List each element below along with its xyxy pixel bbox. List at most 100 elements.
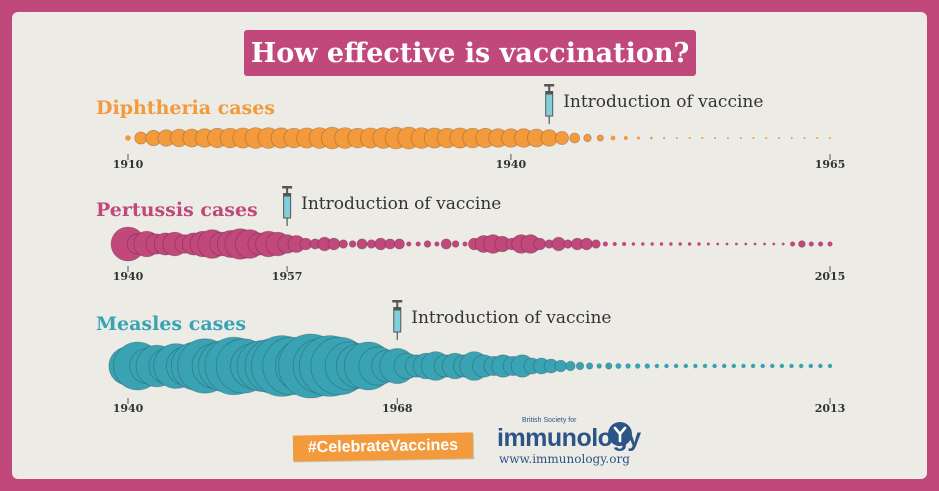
pertussis-point-2002 xyxy=(706,242,710,246)
diphtheria-point-1958 xyxy=(739,137,742,139)
measles-tick-label-1940: 1940 xyxy=(113,402,144,415)
pertussis-point-1999 xyxy=(678,242,682,246)
measles-point-1989 xyxy=(596,363,602,369)
pertussis-point-1993 xyxy=(622,242,627,246)
diphtheria-point-1955 xyxy=(701,137,704,139)
diphtheria-point-1952 xyxy=(663,136,666,140)
pertussis-point-1969 xyxy=(393,238,405,250)
measles-syringe-icon-plunger-top xyxy=(392,300,403,303)
diphtheria-point-1956 xyxy=(714,137,717,139)
diphtheria-syringe-icon-plunger-top xyxy=(544,84,555,87)
pertussis-point-2001 xyxy=(697,242,701,246)
measles-point-2004 xyxy=(741,363,746,369)
pertussis-point-1990 xyxy=(591,239,601,249)
pertussis-point-2004 xyxy=(725,242,729,246)
pertussis-point-2009 xyxy=(772,242,776,246)
pertussis-point-1971 xyxy=(415,241,421,247)
measles-point-1986 xyxy=(565,360,576,372)
pertussis-point-2012 xyxy=(798,240,806,248)
measles-chart: Measles cases Introduction of vaccine 1940… xyxy=(96,300,845,415)
pertussis-point-2000 xyxy=(687,242,692,246)
diphtheria-point-1911 xyxy=(134,131,148,145)
diphtheria-point-1949 xyxy=(623,136,628,140)
measles-point-2001 xyxy=(712,363,717,369)
diphtheria-point-1960 xyxy=(765,137,768,139)
diphtheria-syringe-icon-plunger-rod xyxy=(548,86,551,91)
pertussis-point-1976 xyxy=(462,241,468,247)
pertussis-point-1989 xyxy=(580,237,593,251)
measles-syringe-icon-barrel xyxy=(393,309,402,333)
pertussis-tick-label-2015: 2015 xyxy=(815,270,846,283)
measles-annotation: Introduction of vaccine xyxy=(411,308,611,328)
measles-point-2010 xyxy=(799,363,804,369)
pertussis-point-1997 xyxy=(659,242,664,246)
measles-title: Measles cases xyxy=(96,313,246,335)
measles-point-2007 xyxy=(770,363,775,369)
diphtheria-point-1950 xyxy=(637,136,640,140)
pertussis-tick-label-1957: 1957 xyxy=(272,270,303,283)
measles-point-1990 xyxy=(605,362,613,370)
diphtheria-point-1953 xyxy=(675,137,678,139)
measles-point-2011 xyxy=(808,363,813,369)
diphtheria-point-1947 xyxy=(596,134,604,142)
title-banner: How effective is vaccination? xyxy=(244,30,696,76)
measles-point-1996 xyxy=(664,363,669,369)
pertussis-point-1974 xyxy=(440,238,452,250)
measles-point-1985 xyxy=(554,359,567,373)
diphtheria-chart: Diphtheria cases Introduction of vaccine 1… xyxy=(96,84,845,171)
diphtheria-syringe-icon xyxy=(544,84,555,124)
measles-tick-label-1968: 1968 xyxy=(382,402,413,415)
pertussis-point-1975 xyxy=(451,240,460,248)
pertussis-point-2010 xyxy=(781,242,785,246)
diphtheria-point-1962 xyxy=(790,137,793,139)
pertussis-point-2005 xyxy=(735,242,738,246)
pertussis-point-1992 xyxy=(612,242,617,246)
measles-point-1987 xyxy=(575,361,585,371)
pertussis-point-1984 xyxy=(533,237,547,251)
diphtheria-tick-label-1910: 1910 xyxy=(113,158,144,171)
pertussis-point-2003 xyxy=(716,242,720,246)
pertussis-point-1991 xyxy=(602,241,608,247)
diphtheria-point-1910 xyxy=(125,135,131,141)
measles-syringe-icon-plunger-rod xyxy=(396,302,399,307)
pertussis-point-2014 xyxy=(818,241,824,247)
measles-point-1995 xyxy=(654,363,660,369)
measles-point-2009 xyxy=(789,363,794,369)
diphtheria-point-1944 xyxy=(555,130,570,145)
logo-org-text: British Society for xyxy=(522,417,577,424)
pertussis-syringe-icon-plunger-top xyxy=(282,186,293,189)
hashtag-text: #CelebrateVaccines xyxy=(307,436,459,457)
pertussis-point-1998 xyxy=(669,242,673,246)
measles-syringe-icon-flange xyxy=(393,307,402,310)
pertussis-point-2007 xyxy=(753,242,757,246)
pertussis-syringe-icon xyxy=(282,186,293,226)
pertussis-point-1987 xyxy=(563,239,573,249)
measles-point-1997 xyxy=(673,363,679,369)
pertussis-syringe-icon-plunger-rod xyxy=(286,188,289,193)
measles-point-1994 xyxy=(644,363,650,369)
pertussis-point-1994 xyxy=(631,242,636,246)
measles-point-1992 xyxy=(625,363,631,369)
logo-url-link[interactable]: www.immunology.org xyxy=(499,452,630,466)
diphtheria-point-1957 xyxy=(726,137,729,139)
measles-point-2008 xyxy=(779,363,785,369)
pertussis-point-2006 xyxy=(744,242,748,246)
measles-point-2003 xyxy=(731,363,736,369)
pertussis-point-2008 xyxy=(763,242,766,246)
pertussis-chart: Pertussis cases Introduction of vaccine 19… xyxy=(96,186,845,283)
pertussis-point-1996 xyxy=(650,242,654,246)
pertussis-syringe-icon-flange xyxy=(283,193,292,196)
diphtheria-title: Diphtheria cases xyxy=(96,97,275,119)
measles-syringe-icon xyxy=(392,300,403,340)
pertussis-point-2013 xyxy=(808,241,814,247)
pertussis-point-1964 xyxy=(348,240,357,248)
measles-point-1988 xyxy=(585,362,594,370)
diphtheria-tick-label-1940: 1940 xyxy=(496,158,527,171)
pertussis-title: Pertussis cases xyxy=(96,199,258,221)
measles-point-2002 xyxy=(722,363,727,369)
hashtag-badge: #CelebrateVaccines xyxy=(292,432,474,462)
pertussis-tick-label-1940: 1940 xyxy=(113,270,144,283)
diphtheria-syringe-icon-barrel xyxy=(545,93,554,117)
measles-point-2000 xyxy=(702,363,708,369)
